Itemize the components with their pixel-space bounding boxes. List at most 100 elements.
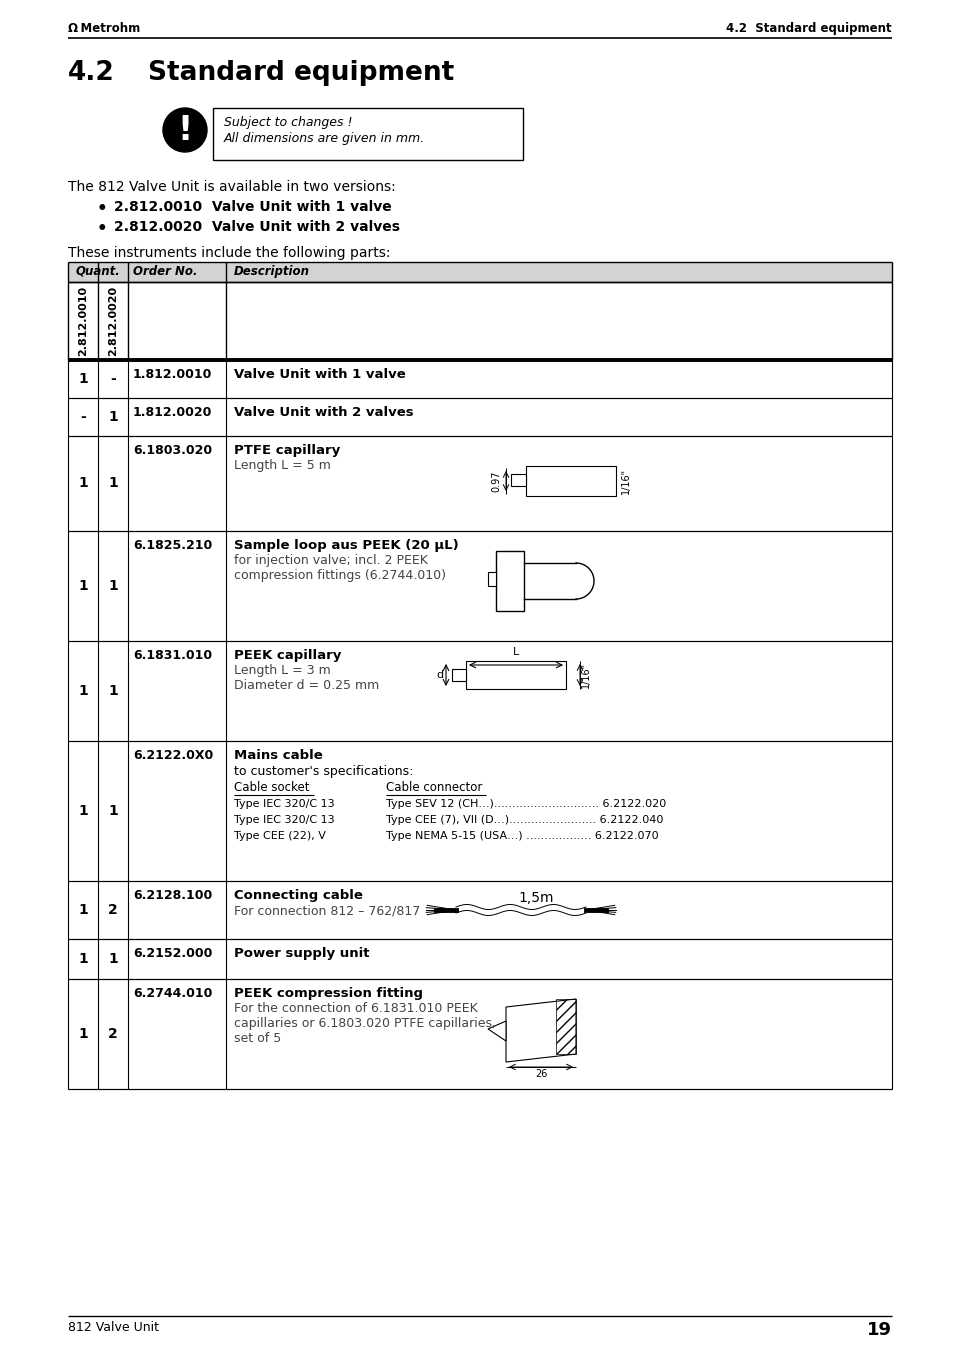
Text: 1/16": 1/16" [620,467,630,494]
Bar [511,474,525,486]
Text: Length L = 3 m: Length L = 3 m [233,663,331,677]
Text: 6.1803.020: 6.1803.020 [132,444,212,457]
Text: 2: 2 [108,902,118,917]
Bar [68,359,891,399]
Text: 1,5m: 1,5m [517,892,553,905]
Text: 1: 1 [108,409,118,424]
Bar [525,466,616,496]
Text: to customer's specifications:: to customer's specifications: [233,765,413,778]
Text: 6.2152.000: 6.2152.000 [132,947,213,961]
Text: 1: 1 [108,580,118,593]
Bar [68,531,891,640]
Text: All dimensions are given in mm.: All dimensions are given in mm. [224,132,425,145]
Text: 6.2128.100: 6.2128.100 [132,889,212,902]
Bar [488,571,496,586]
Text: 6.1825.210: 6.1825.210 [132,539,212,553]
Text: 1.812.0010: 1.812.0010 [132,367,213,381]
Bar [68,640,891,740]
Text: 1: 1 [78,952,88,966]
Bar [68,881,891,939]
Text: 2.812.0020  Valve Unit with 2 valves: 2.812.0020 Valve Unit with 2 valves [113,220,399,234]
Text: PEEK capillary: PEEK capillary [233,648,341,662]
Circle shape [163,108,207,153]
Text: Cable connector: Cable connector [386,781,482,794]
Text: 812 Valve Unit: 812 Valve Unit [68,1321,159,1333]
Bar [68,436,891,531]
Text: For connection 812 – 762/817: For connection 812 – 762/817 [233,904,420,917]
Bar [68,740,891,881]
Text: Type IEC 320/C 13: Type IEC 320/C 13 [233,798,335,809]
Bar [496,551,523,611]
Text: Ω Metrohm: Ω Metrohm [68,22,140,35]
Text: 1: 1 [108,804,118,817]
Text: The 812 Valve Unit is available in two versions:: The 812 Valve Unit is available in two v… [68,180,395,195]
Text: 1: 1 [78,902,88,917]
Text: Length L = 5 m: Length L = 5 m [233,459,331,471]
Text: -: - [110,372,115,386]
Bar [213,108,522,159]
Text: Valve Unit with 2 valves: Valve Unit with 2 valves [233,407,414,419]
Text: Type NEMA 5-15 (USA…) .................. 6.2122.070: Type NEMA 5-15 (USA…) ..................… [386,831,658,842]
Text: 4.2: 4.2 [68,59,114,86]
Polygon shape [488,1021,505,1042]
Text: Type CEE (7), VII (D…)........................ 6.2122.040: Type CEE (7), VII (D…)..................… [386,815,662,825]
Text: 2.812.0010: 2.812.0010 [78,286,88,357]
Text: Subject to changes !: Subject to changes ! [224,116,352,128]
Text: 1.812.0020: 1.812.0020 [132,407,213,419]
Text: 4.2  Standard equipment: 4.2 Standard equipment [725,22,891,35]
Polygon shape [505,998,576,1062]
Text: Diameter d = 0.25 mm: Diameter d = 0.25 mm [233,680,379,692]
Bar [68,979,891,1089]
Text: d: d [436,670,443,680]
Text: compression fittings (6.2744.010): compression fittings (6.2744.010) [233,569,446,582]
Text: 0.97: 0.97 [491,471,500,493]
Text: 1: 1 [78,1027,88,1042]
Text: 2.812.0020: 2.812.0020 [108,286,118,357]
Text: For the connection of 6.1831.010 PEEK: For the connection of 6.1831.010 PEEK [233,1002,477,1015]
Text: Description: Description [233,265,310,278]
Text: Power supply unit: Power supply unit [233,947,369,961]
Text: Cable socket: Cable socket [233,781,309,794]
Text: Type IEC 320/C 13: Type IEC 320/C 13 [233,815,335,825]
Text: 1: 1 [78,372,88,386]
Text: 1: 1 [108,476,118,490]
Text: for injection valve; incl. 2 PEEK: for injection valve; incl. 2 PEEK [233,554,428,567]
Text: Type SEV 12 (CH…)............................. 6.2122.020: Type SEV 12 (CH…).......................… [386,798,665,809]
Text: 2: 2 [108,1027,118,1042]
Bar [556,998,576,1054]
Bar [68,399,891,436]
Text: 19: 19 [866,1321,891,1339]
Text: Order No.: Order No. [132,265,197,278]
Text: 1: 1 [78,476,88,490]
Text: 6.1831.010: 6.1831.010 [132,648,212,662]
Text: 1: 1 [78,580,88,593]
Text: 6.2122.0X0: 6.2122.0X0 [132,748,213,762]
Text: PTFE capillary: PTFE capillary [233,444,340,457]
Text: 1: 1 [108,684,118,698]
Text: PEEK compression fitting: PEEK compression fitting [233,988,422,1000]
Text: These instruments include the following parts:: These instruments include the following … [68,246,390,259]
Text: Type CEE (22), V: Type CEE (22), V [233,831,326,842]
Bar [68,939,891,979]
Text: capillaries or 6.1803.020 PTFE capillaries,: capillaries or 6.1803.020 PTFE capillari… [233,1017,496,1029]
Text: 1: 1 [78,684,88,698]
Bar [68,282,891,359]
Text: 1: 1 [108,952,118,966]
Text: Quant.: Quant. [75,265,120,278]
Text: 1: 1 [78,804,88,817]
Text: •: • [96,220,107,238]
Text: L: L [513,647,518,657]
Text: 2.812.0010  Valve Unit with 1 valve: 2.812.0010 Valve Unit with 1 valve [113,200,392,213]
Text: •: • [96,200,107,218]
Text: Connecting cable: Connecting cable [233,889,362,902]
Text: 26: 26 [535,1069,547,1079]
Text: 1/16": 1/16" [580,662,590,688]
Text: !: ! [177,113,193,147]
Text: -: - [80,409,86,424]
Bar [465,661,565,689]
Bar [452,669,465,681]
Bar [68,262,891,282]
Text: Sample loop aus PEEK (20 μL): Sample loop aus PEEK (20 μL) [233,539,458,553]
Text: 6.2744.010: 6.2744.010 [132,988,213,1000]
Text: set of 5: set of 5 [233,1032,281,1046]
